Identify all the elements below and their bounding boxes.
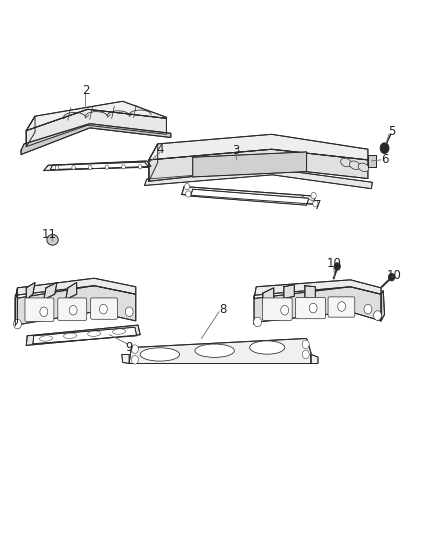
Circle shape: [364, 304, 372, 314]
Circle shape: [380, 143, 389, 154]
Polygon shape: [15, 294, 18, 325]
Circle shape: [184, 183, 190, 190]
Ellipse shape: [341, 158, 351, 167]
Polygon shape: [26, 116, 35, 147]
Circle shape: [281, 305, 289, 315]
Polygon shape: [381, 290, 385, 321]
Polygon shape: [33, 327, 137, 344]
Polygon shape: [145, 169, 372, 189]
Text: 2: 2: [81, 84, 89, 97]
Circle shape: [309, 303, 317, 313]
Polygon shape: [263, 288, 274, 305]
Circle shape: [311, 192, 316, 199]
Polygon shape: [26, 282, 35, 300]
Text: 5: 5: [389, 125, 396, 138]
Polygon shape: [182, 187, 315, 204]
Polygon shape: [44, 161, 151, 171]
Polygon shape: [15, 278, 136, 298]
Text: 11: 11: [42, 228, 57, 241]
Polygon shape: [66, 282, 77, 300]
Ellipse shape: [195, 344, 234, 357]
Circle shape: [254, 317, 261, 327]
Circle shape: [99, 304, 107, 314]
Polygon shape: [193, 152, 307, 177]
Polygon shape: [305, 286, 315, 298]
Circle shape: [389, 273, 395, 281]
Polygon shape: [149, 149, 368, 181]
Polygon shape: [26, 109, 166, 147]
Circle shape: [138, 165, 142, 169]
Ellipse shape: [250, 341, 285, 354]
Ellipse shape: [47, 235, 58, 245]
Ellipse shape: [39, 336, 53, 341]
FancyBboxPatch shape: [296, 297, 325, 319]
FancyBboxPatch shape: [328, 297, 355, 317]
Text: 7: 7: [314, 199, 322, 212]
Text: 9: 9: [125, 341, 133, 354]
Ellipse shape: [358, 163, 369, 172]
Text: 10: 10: [387, 269, 402, 281]
Circle shape: [334, 263, 340, 270]
Ellipse shape: [140, 348, 180, 361]
Circle shape: [131, 356, 138, 364]
Circle shape: [55, 166, 59, 170]
Circle shape: [302, 340, 309, 349]
Text: 8: 8: [219, 303, 226, 316]
Circle shape: [338, 302, 346, 311]
Text: 6: 6: [381, 154, 389, 166]
FancyBboxPatch shape: [25, 298, 54, 321]
Circle shape: [125, 307, 133, 317]
Text: 3: 3: [232, 144, 239, 157]
Text: 4: 4: [156, 143, 164, 156]
Ellipse shape: [113, 329, 126, 334]
Circle shape: [302, 350, 309, 359]
Polygon shape: [21, 124, 171, 155]
Text: 10: 10: [326, 257, 341, 270]
FancyBboxPatch shape: [58, 298, 87, 320]
Polygon shape: [15, 286, 136, 325]
Ellipse shape: [88, 331, 101, 336]
Polygon shape: [311, 354, 318, 364]
FancyBboxPatch shape: [91, 298, 117, 319]
Polygon shape: [44, 282, 57, 300]
Circle shape: [122, 165, 125, 169]
Polygon shape: [149, 144, 158, 181]
Circle shape: [88, 165, 92, 169]
Polygon shape: [122, 354, 129, 364]
Polygon shape: [26, 101, 166, 131]
Circle shape: [14, 319, 21, 329]
Polygon shape: [15, 288, 18, 325]
Polygon shape: [191, 189, 309, 205]
Polygon shape: [254, 287, 381, 324]
Polygon shape: [26, 325, 140, 345]
Polygon shape: [368, 155, 376, 167]
Ellipse shape: [64, 333, 77, 338]
Polygon shape: [254, 280, 381, 298]
Circle shape: [72, 165, 75, 169]
FancyBboxPatch shape: [262, 298, 292, 320]
Circle shape: [40, 307, 48, 317]
Polygon shape: [129, 338, 311, 364]
Circle shape: [131, 345, 138, 353]
Circle shape: [69, 305, 77, 315]
Polygon shape: [50, 162, 149, 169]
Circle shape: [313, 200, 318, 207]
Circle shape: [186, 191, 191, 197]
Circle shape: [105, 165, 109, 169]
Ellipse shape: [350, 161, 360, 169]
Polygon shape: [284, 285, 294, 298]
Polygon shape: [149, 134, 368, 160]
Circle shape: [374, 311, 381, 320]
